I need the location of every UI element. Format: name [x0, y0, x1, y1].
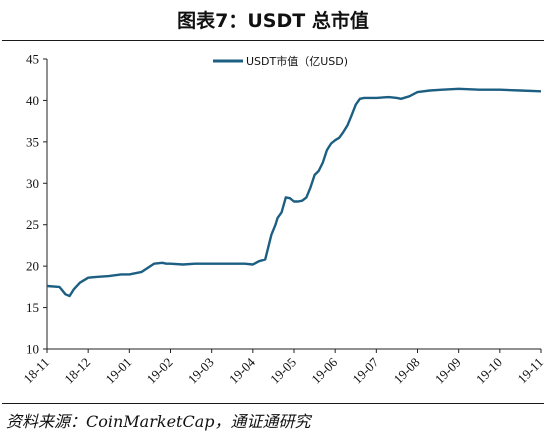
y-tick-label: 45	[26, 52, 39, 67]
x-tick-label: 18-11	[20, 355, 52, 387]
tick-group: 10 15 20 25 30 35 40 45 18-11 18-12 19-01 19-02 19-0…	[20, 52, 546, 387]
x-tick-label: 19-10	[473, 355, 505, 387]
y-tick-label: 15	[26, 300, 39, 315]
x-tick-label: 19-09	[432, 355, 464, 387]
source-note: 资料来源：CoinMarketCap，通证通研究	[6, 412, 311, 431]
usdt-market-cap-chart: 10 15 20 25 30 35 40 45 18-11 18-12 19-01 19-02 19-0…	[20, 52, 546, 387]
chart-title: 图表7：USDT 总市值	[177, 10, 369, 32]
y-tick-label: 25	[26, 217, 39, 232]
title-rule	[2, 40, 544, 41]
y-tick-label: 10	[26, 342, 39, 357]
x-tick-label: 19-01	[102, 355, 134, 387]
y-tick-label: 30	[26, 176, 39, 191]
y-tick-label: 40	[26, 93, 39, 108]
x-tick-label: 19-05	[267, 355, 299, 387]
y-tick-label: 20	[26, 259, 39, 274]
x-tick-label: 19-03	[185, 355, 217, 387]
series-line-usdt	[46, 87, 542, 298]
x-tick-label: 19-04	[226, 354, 258, 386]
axes	[46, 59, 541, 350]
x-tick-label: 19-02	[144, 355, 176, 387]
footer-rule	[2, 403, 544, 404]
x-tick-label: 18-12	[61, 355, 93, 387]
x-tick-label: 19-11	[514, 355, 546, 387]
legend-label: USDT市值（亿USD)	[246, 54, 348, 68]
y-tick-label: 35	[26, 134, 39, 149]
x-tick-label: 19-07	[349, 354, 381, 386]
legend: USDT市值（亿USD)	[213, 54, 348, 68]
x-tick-label: 19-06	[308, 354, 340, 386]
x-tick-label: 19-08	[391, 355, 423, 387]
